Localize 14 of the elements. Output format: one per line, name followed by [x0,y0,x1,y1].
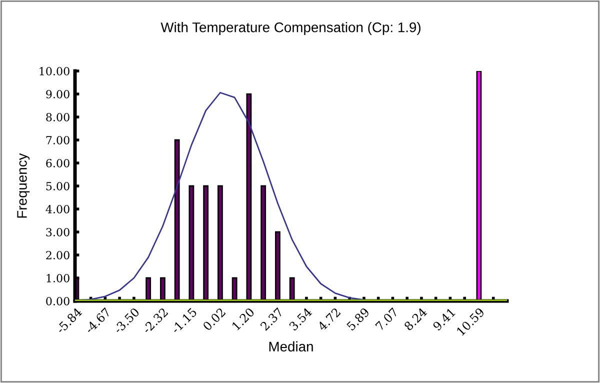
y-tick-label: 6.00 [46,158,70,168]
y-tick-label: 1.00 [46,274,70,282]
y-tick-label: 10.00 [40,66,70,76]
y-tick-label: 4.00 [46,204,70,214]
y-tick-label: 0.00 [46,296,70,306]
x-axis-title: Median [269,341,313,352]
y-tick-label: 9.00 [46,90,70,98]
y-tick-label: 2.00 [46,250,70,260]
y-tick-label: 3.00 [46,228,70,236]
y-tick-label: 5.00 [46,182,70,190]
y-tick-label: 8.00 [46,112,70,122]
y-axis-title: Frequency [17,153,30,218]
y-tick-label: 7.00 [46,136,70,144]
chart-title: With Temperature Compensation (Cp: 1.9) [160,22,420,35]
